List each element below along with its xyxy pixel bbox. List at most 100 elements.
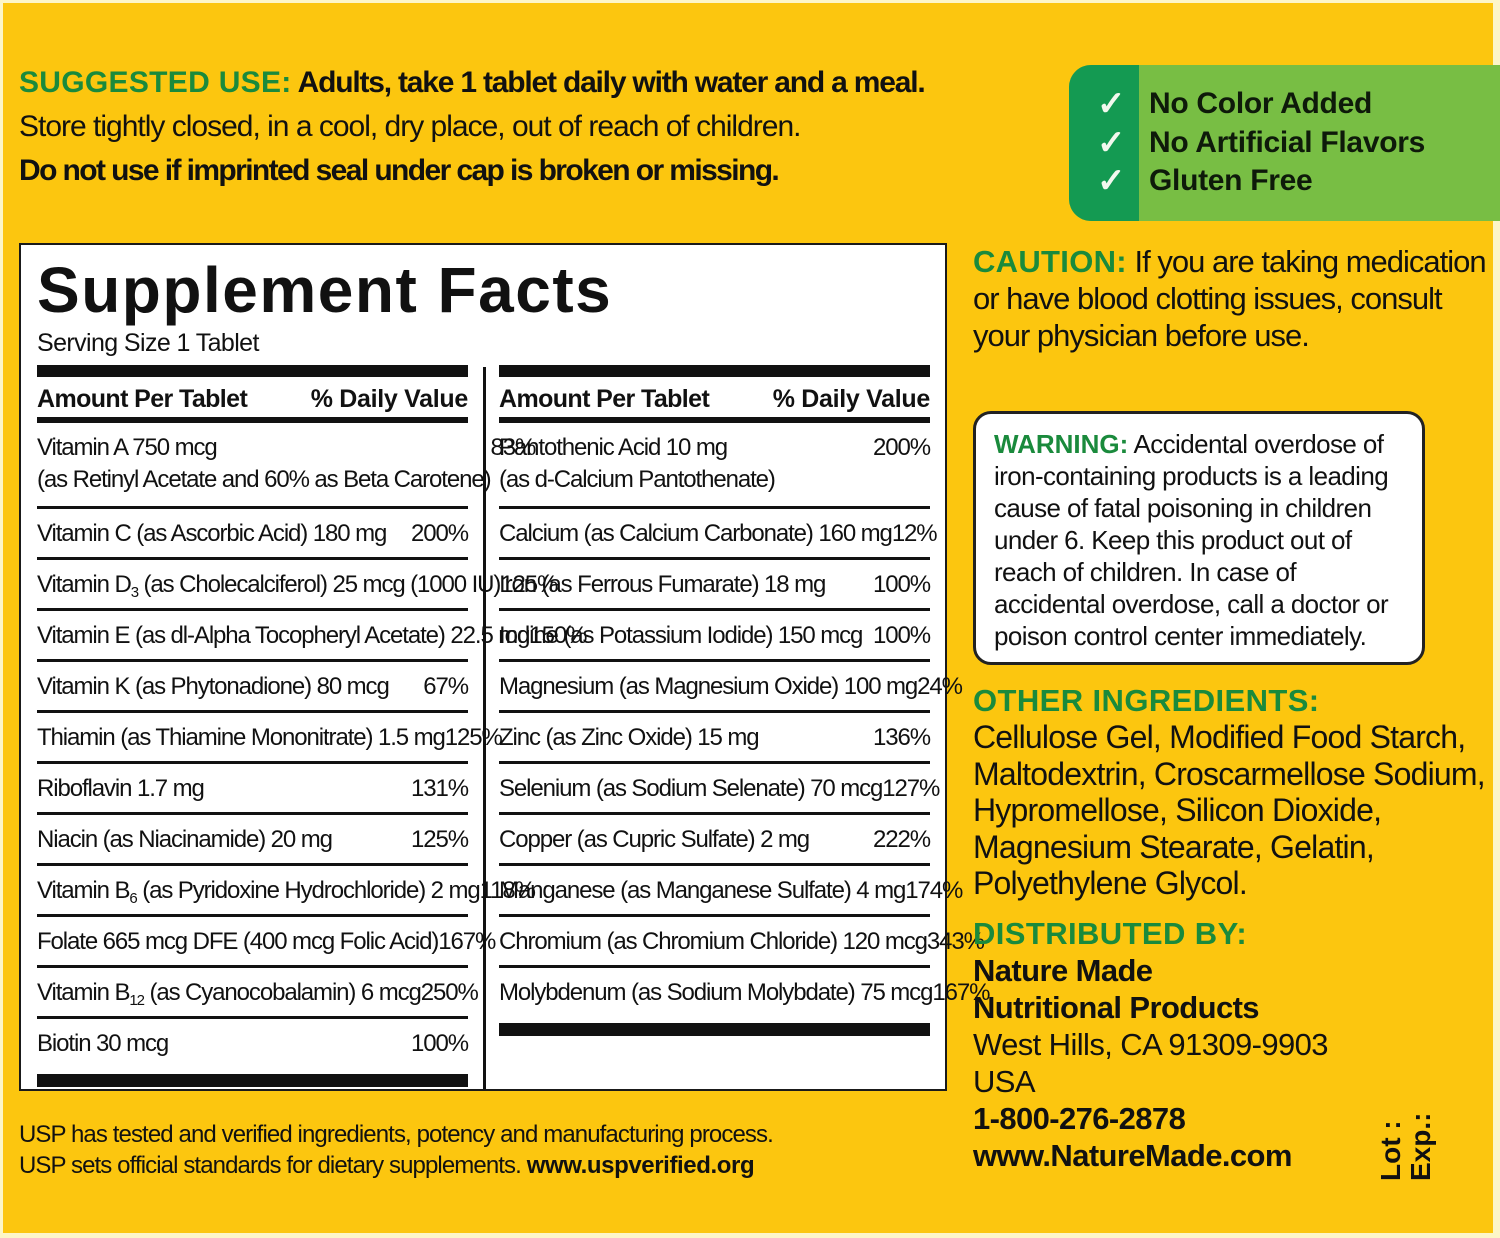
daily-value: 222% <box>873 826 931 853</box>
company-name: Nature Made <box>973 953 1153 988</box>
lot-label: Lot : <box>1375 1120 1406 1181</box>
usp-line-1: USP has tested and verified ingredients,… <box>19 1121 774 1148</box>
daily-value: 200% <box>873 434 931 461</box>
daily-value: 100% <box>411 1030 469 1057</box>
suggested-use-section: SUGGESTED USE: Adults, take 1 tablet dai… <box>19 61 1059 193</box>
website-link[interactable]: www.NatureMade.com <box>973 1138 1292 1173</box>
daily-value: 118% <box>479 877 536 904</box>
warning-text: Accidental overdose of iron-containing p… <box>994 429 1389 651</box>
claims-badge: ✓ No Color Added ✓ No Artificial Flavors… <box>1069 65 1500 221</box>
usp-url: www.uspverified.org <box>526 1152 755 1179</box>
nutrient-name: Vitamin B6 (as Pyridoxine Hydrochloride)… <box>37 877 481 907</box>
daily-value: 150% <box>529 622 587 649</box>
address: West Hills, CA 91309-9903 <box>973 1027 1329 1062</box>
nutrient-row: Selenium (as Sodium Selenate) 70 mcg 127… <box>499 764 940 815</box>
claim-item: ✓ Gluten Free <box>1069 162 1500 200</box>
seal-warning: Do not use if imprinted seal under cap i… <box>19 154 780 187</box>
daily-value: 167% <box>932 979 990 1006</box>
thick-rule <box>37 365 468 377</box>
daily-value: 100% <box>873 622 931 649</box>
nutrient-name: Iodine (as Potassium Iodide) 150 mcg <box>499 622 863 649</box>
label-panel: SUGGESTED USE: Adults, take 1 tablet dai… <box>3 3 1500 1233</box>
nutrient-name: Zinc (as Zinc Oxide) 15 mg <box>499 724 760 751</box>
nutrient-source: (as Retinyl Acetate and 60% as Beta Caro… <box>37 466 492 493</box>
nutrient-name: Pantothenic Acid 10 mg <box>499 434 728 461</box>
nutrient-name: Vitamin A 750 mcg <box>37 434 218 461</box>
nutrient-row: Vitamin E (as dl-Alpha Tocopheryl Acetat… <box>37 611 588 662</box>
nutrient-row: Copper (as Cupric Sulfate) 2 mg 222% <box>499 815 931 866</box>
distributor-section: DISTRIBUTED BY: Nature Made Nutritional … <box>973 916 1393 1174</box>
claim-item: ✓ No Artificial Flavors <box>1069 124 1500 162</box>
claim-label: No Artificial Flavors <box>1149 126 1425 159</box>
amount-header: Amount Per Tablet <box>499 385 710 413</box>
usp-line-2: USP sets official standards for dietary … <box>19 1152 755 1179</box>
medium-rule <box>37 417 468 423</box>
nutrient-source: (as d-Calcium Pantothenate) <box>499 466 776 493</box>
nutrient-name: Folate 665 mcg DFE (400 mcg Folic Acid) <box>37 928 439 955</box>
facts-title: Supplement Facts <box>37 254 613 326</box>
nutrient-name: Calcium (as Calcium Carbonate) 160 mg <box>499 520 893 547</box>
daily-value: 125% <box>411 826 469 853</box>
nutrient-name: Vitamin K (as Phytonadione) 80 mcg <box>37 673 390 700</box>
daily-value: 24% <box>917 673 963 700</box>
iron-warning-box: WARNING: Accidental overdose of iron-con… <box>973 411 1425 665</box>
thick-rule <box>499 1023 930 1036</box>
claim-item: ✓ No Color Added <box>1069 85 1500 123</box>
nutrient-name: Molybdenum (as Sodium Molybdate) 75 mcg <box>499 979 933 1006</box>
facts-column-left: Amount Per Tablet % Daily Value Vitamin … <box>37 365 588 1087</box>
daily-value: 125% <box>500 571 558 598</box>
country: USA <box>973 1064 1036 1099</box>
suggested-use-line: SUGGESTED USE: Adults, take 1 tablet dai… <box>19 61 1059 105</box>
nutrient-row: Chromium (as Chromium Chloride) 120 mcg … <box>499 917 985 968</box>
nutrient-name: Manganese (as Manganese Sulfate) 4 mg <box>499 877 906 904</box>
nutrient-row: Calcium (as Calcium Carbonate) 160 mg 12… <box>499 509 938 560</box>
nutrient-name: Selenium (as Sodium Selenate) 70 mcg <box>499 775 883 802</box>
thick-rule <box>37 1074 468 1087</box>
nutrient-row: Vitamin B12 (as Cyanocobalamin) 6 mcg 25… <box>37 968 479 1019</box>
nutrient-row: Vitamin A 750 mcg (as Retinyl Acetate an… <box>37 423 536 509</box>
warning-label: WARNING: <box>994 429 1129 459</box>
column-divider <box>483 367 486 1089</box>
daily-value: 250% <box>420 979 479 1006</box>
nutrient-name: Riboflavin 1.7 mg <box>37 775 205 802</box>
nutrient-row: Biotin 30 mcg 100% <box>37 1019 469 1070</box>
other-ingredients-label: OTHER INGREDIENTS: <box>973 683 1320 718</box>
daily-value: 12% <box>891 520 938 547</box>
nutrient-row: Thiamin (as Thiamine Mononitrate) 1.5 mg… <box>37 713 503 764</box>
other-ingredients-text: Cellulose Gel, Modified Food Starch, Mal… <box>973 719 1486 901</box>
nutrient-name: Biotin 30 mcg <box>37 1030 169 1057</box>
facts-column-right: Amount Per Tablet % Daily Value Pantothe… <box>499 365 990 1036</box>
claim-label: Gluten Free <box>1149 164 1313 197</box>
daily-value-header: % Daily Value <box>310 385 469 413</box>
nutrient-row: Magnesium (as Magnesium Oxide) 100 mg 24… <box>499 662 963 713</box>
thick-rule <box>499 365 930 377</box>
nutrient-row: Niacin (as Niacinamide) 20 mg 125% <box>37 815 469 866</box>
nutrient-name: Vitamin E (as dl-Alpha Tocopheryl Acetat… <box>37 622 531 649</box>
other-ingredients-section: OTHER INGREDIENTS: Cellulose Gel, Modifi… <box>973 683 1493 902</box>
column-header: Amount Per Tablet % Daily Value <box>37 377 468 417</box>
nutrient-name: Vitamin B12 (as Cyanocobalamin) 6 mcg <box>37 979 422 1009</box>
daily-value: 125% <box>444 724 503 751</box>
nutrient-name: Magnesium (as Magnesium Oxide) 100 mg <box>499 673 918 700</box>
company-name-2: Nutritional Products <box>973 990 1260 1025</box>
nutrient-row: Iodine (as Potassium Iodide) 150 mcg 100… <box>499 611 931 662</box>
daily-value: 343% <box>926 928 985 955</box>
daily-value: 67% <box>423 673 469 700</box>
nutrient-row: Manganese (as Manganese Sulfate) 4 mg 17… <box>499 866 963 917</box>
suggested-use-text: Adults, take 1 tablet daily with water a… <box>291 66 926 99</box>
daily-value: 200% <box>411 520 469 547</box>
supplement-facts-panel: Supplement Facts Serving Size 1 Tablet A… <box>19 243 990 1091</box>
nutrient-row: Riboflavin 1.7 mg 131% <box>37 764 469 815</box>
nutrient-name: Thiamin (as Thiamine Mononitrate) 1.5 mg <box>37 724 446 751</box>
nutrient-row: Folate 665 mcg DFE (400 mcg Folic Acid) … <box>37 917 496 968</box>
daily-value: 131% <box>411 775 469 802</box>
medium-rule <box>499 417 930 423</box>
daily-value: 174% <box>905 877 963 904</box>
nutrient-name: Copper (as Cupric Sulfate) 2 mg <box>499 826 810 853</box>
badge-check-strip <box>1069 65 1139 221</box>
daily-value: 136% <box>873 724 931 751</box>
exp-label: Exp.: <box>1405 1112 1436 1181</box>
nutrient-name: Niacin (as Niacinamide) 20 mg <box>37 826 333 853</box>
caution-text: If you are taking medication or have blo… <box>973 244 1487 353</box>
checkmark-icon: ✓ <box>1097 162 1126 200</box>
